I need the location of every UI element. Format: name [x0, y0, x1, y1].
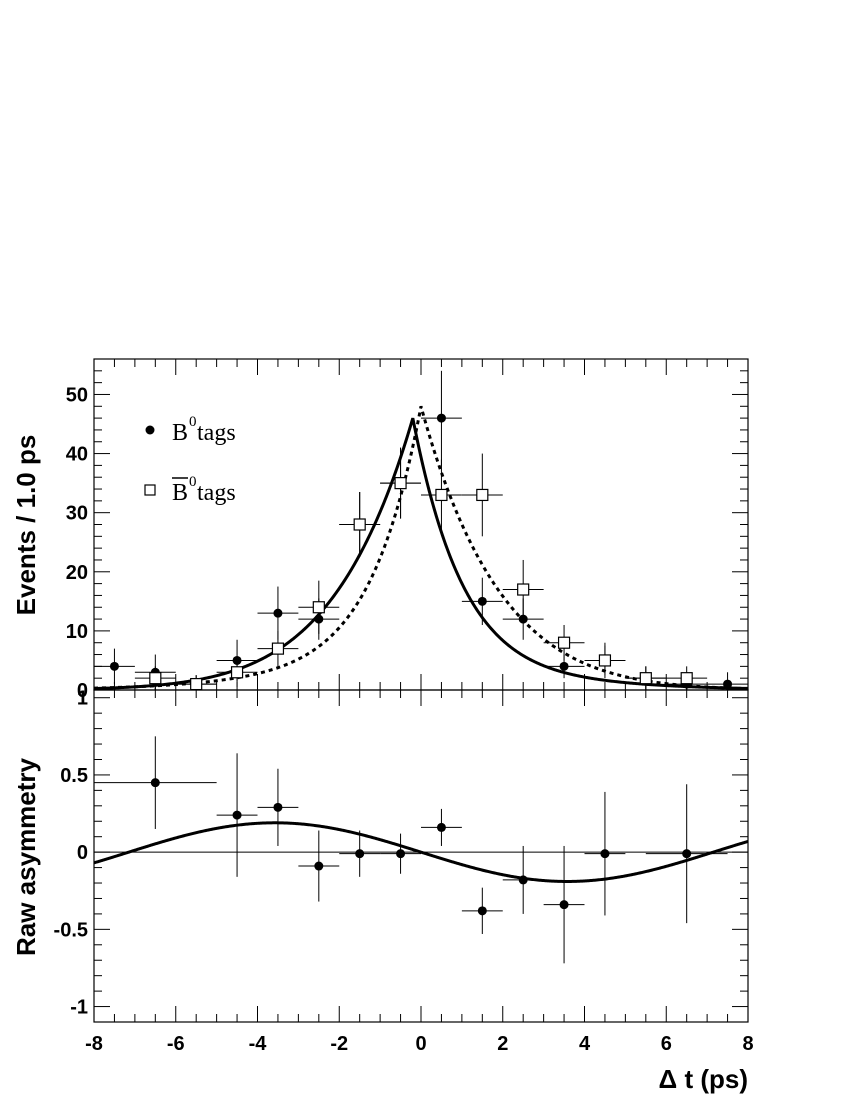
b0-data-point — [436, 413, 446, 423]
b0bar-data-point — [149, 672, 162, 685]
top-y-tick-label: 20 — [66, 562, 88, 584]
b0bar-data-point — [557, 636, 571, 649]
b0bar-data-point — [312, 601, 325, 614]
b0bar-data-point — [517, 583, 530, 596]
top-y-axis-title: Events / 1.0 ps — [11, 435, 41, 616]
asym-data-point — [518, 875, 528, 885]
b0-fit-curve — [94, 417, 748, 690]
b0bar-data-point — [598, 654, 612, 667]
b0bar-data-point — [353, 518, 366, 531]
top-y-tick-label: 50 — [66, 384, 88, 406]
x-tick-label: 0 — [415, 1033, 426, 1055]
asym-data-point — [150, 778, 160, 788]
b0bar-data-point — [394, 477, 407, 490]
x-axis-title: Δ t (ps) — [659, 1064, 748, 1094]
x-tick-label: -4 — [249, 1033, 268, 1055]
asym-data-point — [436, 822, 446, 832]
top-data — [94, 370, 748, 690]
top-y-tick-label: 0 — [77, 680, 88, 702]
bottom-plot-frame — [93, 689, 749, 1023]
b0bar-fit-curve — [94, 405, 748, 690]
bottom-y-tick-label: 0 — [77, 842, 88, 864]
legend-superscript: 0 — [189, 474, 197, 490]
bottom-curves — [94, 821, 748, 883]
bottom-panel: -1 -0.5 0 0.5 1 -8 -6 -4 -2 0 2 4 6 8 — [54, 688, 754, 1055]
b0-data-point — [109, 661, 119, 671]
bottom-y-tick-label: 0.5 — [60, 765, 88, 787]
asym-data-point — [396, 849, 406, 859]
legend-b0bar-marker — [144, 484, 156, 496]
top-y-tick-label: 40 — [66, 444, 88, 466]
bottom-y-tick-label: -0.5 — [54, 919, 88, 941]
x-tick-label: 6 — [661, 1033, 672, 1055]
legend-b0bar-symbol: B — [172, 480, 188, 506]
b0-data-point — [723, 679, 733, 689]
asym-data-point — [559, 900, 569, 910]
bottom-y-tick-label: -1 — [70, 997, 88, 1019]
b0bar-data-point — [190, 677, 203, 690]
legend-label: tags — [197, 420, 236, 446]
b0bar-data-point — [639, 672, 652, 685]
b0bar-data-point — [435, 488, 448, 502]
asym-data-point — [314, 861, 324, 871]
top-plot-frame — [93, 358, 749, 691]
b0-data-point — [273, 608, 283, 618]
top-y-tick-label: 10 — [66, 621, 88, 643]
b0bar-data-point — [476, 488, 489, 502]
x-tick-label: -6 — [167, 1033, 185, 1055]
b0bar-data-point — [680, 672, 693, 685]
legend-b0-symbol: B — [172, 420, 188, 446]
top-curves — [94, 405, 748, 690]
asymmetry-fit-curve — [94, 821, 748, 883]
asym-data-point — [355, 849, 365, 859]
x-tick-label: -8 — [85, 1033, 103, 1055]
x-tick-label: 2 — [497, 1033, 508, 1055]
b0bar-data-point — [230, 666, 244, 679]
b0-data-point — [559, 661, 569, 671]
b0-data-point — [477, 596, 487, 606]
asym-data-point — [600, 849, 610, 859]
asym-data-point — [232, 810, 242, 820]
top-y-tick-label: 30 — [66, 503, 88, 525]
asym-data-point — [273, 802, 283, 812]
legend-label: tags — [197, 480, 236, 506]
x-tick-label: -2 — [330, 1033, 348, 1055]
b0bar-data-point — [271, 642, 285, 655]
bottom-y-axis-title: Raw asymmetry — [11, 757, 41, 956]
legend-b0-marker — [145, 425, 155, 435]
x-tick-label: 4 — [579, 1033, 591, 1055]
bottom-y-tick-label: 1 — [77, 688, 88, 710]
asym-data-point — [682, 849, 692, 859]
x-tick-label: 8 — [742, 1033, 753, 1055]
legend-superscript: 0 — [189, 414, 197, 430]
asym-data-point — [477, 906, 487, 916]
bottom-data — [94, 736, 728, 964]
